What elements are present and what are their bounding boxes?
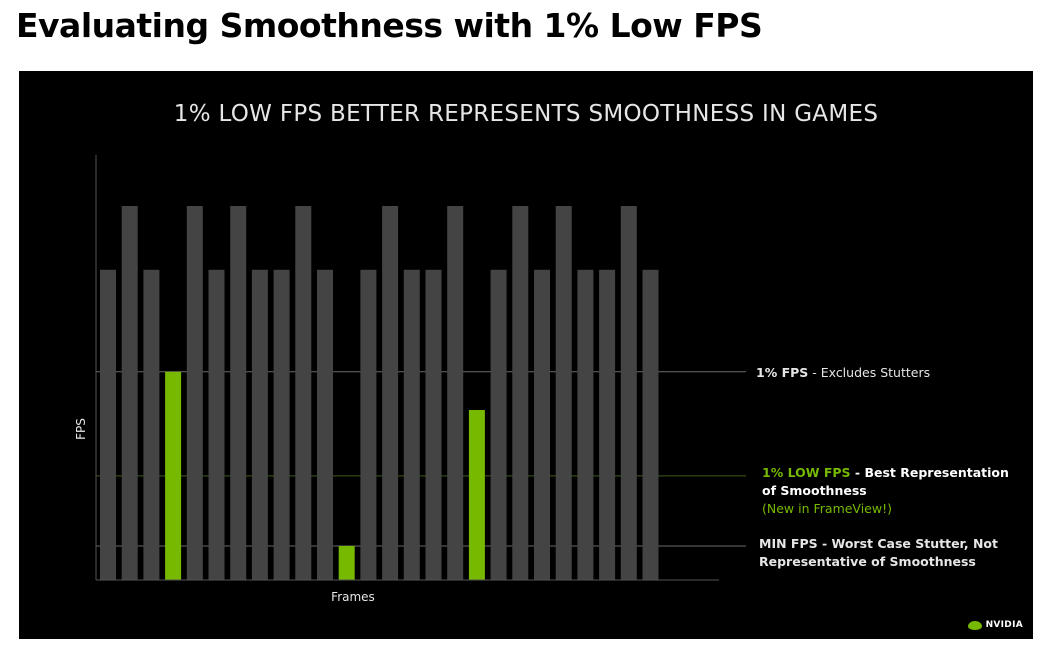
bar-frame-12-highlighted bbox=[338, 546, 355, 580]
bar-frame-5 bbox=[186, 206, 203, 580]
bar-frame-8 bbox=[251, 269, 268, 581]
slide: 1% LOW FPS BETTER REPRESENTS SMOOTHNESS … bbox=[19, 71, 1033, 639]
nvidia-wordmark: NVIDIA bbox=[985, 620, 1023, 630]
annotation-min-fps: MIN FPS - Worst Case Stutter, Not Repres… bbox=[759, 535, 998, 571]
annotation-min-label: MIN FPS bbox=[759, 536, 818, 551]
bar-frame-1 bbox=[100, 269, 116, 581]
annotation-min-desc: - Worst Case Stutter, Not bbox=[817, 536, 998, 551]
bar-frame-15 bbox=[403, 269, 420, 581]
bar-frame-13 bbox=[360, 269, 377, 581]
bar-frame-11 bbox=[317, 269, 333, 581]
bar-frame-18-highlighted bbox=[468, 410, 485, 580]
annotation-1pct-low-fps: 1% LOW FPS - Best Representation of Smoo… bbox=[762, 464, 1009, 518]
annotation-min-line2: Representative of Smoothness bbox=[759, 554, 976, 569]
y-axis-label: FPS bbox=[74, 418, 88, 440]
annotation-1pct-fps-label: 1% FPS bbox=[756, 365, 809, 380]
bar-frame-26 bbox=[642, 269, 659, 581]
x-axis-label: Frames bbox=[331, 590, 375, 604]
bar-frame-23 bbox=[577, 269, 594, 581]
bar-chart: Frames FPS bbox=[74, 155, 746, 604]
bar-frame-17 bbox=[447, 206, 464, 580]
annotation-1pct-low-label: 1% LOW FPS bbox=[762, 465, 851, 480]
bar-frame-24 bbox=[599, 269, 616, 581]
bar-frame-3 bbox=[143, 269, 160, 581]
annotation-1pct-low-line2: of Smoothness bbox=[762, 483, 867, 498]
annotation-1pct-fps-desc: - Excludes Stutters bbox=[808, 365, 931, 380]
nvidia-eye-icon bbox=[967, 620, 982, 630]
nvidia-logo: NVIDIA bbox=[967, 620, 1023, 630]
bar-frame-16 bbox=[425, 269, 442, 581]
annotation-1pct-low-note: (New in FrameView!) bbox=[762, 501, 892, 516]
annotation-1pct-fps: 1% FPS - Excludes Stutters bbox=[756, 364, 930, 382]
bar-frame-21 bbox=[534, 269, 550, 581]
bar-frame-20 bbox=[512, 206, 529, 580]
bar-frame-19 bbox=[490, 269, 507, 581]
bar-frame-6 bbox=[208, 269, 225, 581]
bar-frame-4-highlighted bbox=[165, 371, 182, 581]
bar-frame-2 bbox=[121, 206, 138, 580]
slide-title: 1% LOW FPS BETTER REPRESENTS SMOOTHNESS … bbox=[173, 101, 879, 127]
page-heading: Evaluating Smoothness with 1% Low FPS bbox=[16, 6, 763, 45]
annotation-1pct-low-desc: - Best Representation bbox=[850, 465, 1009, 480]
bar-frame-22 bbox=[555, 206, 572, 580]
bar-frame-14 bbox=[382, 206, 399, 580]
bar-frame-7 bbox=[230, 206, 247, 580]
bar-frame-10 bbox=[295, 206, 312, 580]
bar-frame-9 bbox=[273, 269, 290, 581]
bar-frame-25 bbox=[620, 206, 637, 580]
